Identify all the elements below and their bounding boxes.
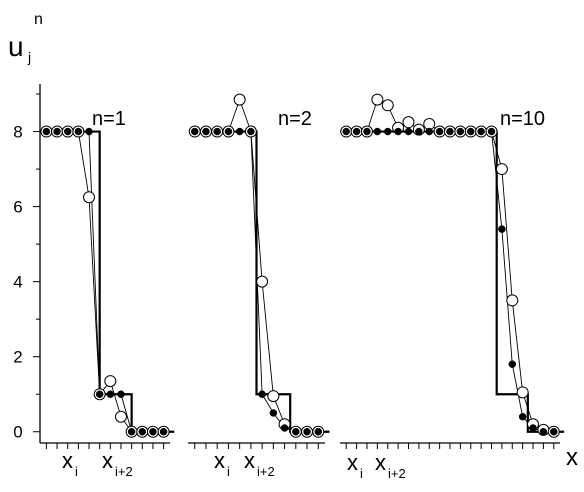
panel-n10: n=10 x i x i+2 x <box>340 93 578 481</box>
y-tick-label: 0 <box>13 423 22 442</box>
filled-circle-point <box>269 409 278 417</box>
filled-circle-point <box>498 225 506 233</box>
open-circle-series-line <box>346 98 554 433</box>
open-circle-point <box>402 116 415 129</box>
filled-circle-point <box>425 127 433 136</box>
x-axis-label: x <box>566 444 578 471</box>
filled-circle-point <box>415 127 423 136</box>
x-label-i-plus-2: x i+2 <box>102 448 133 479</box>
y-tick-label: 6 <box>13 198 22 217</box>
filled-circle-point <box>383 127 392 136</box>
filled-circle-point <box>550 427 558 436</box>
filled-circle-point <box>247 127 255 136</box>
y-axis-label-subscript: j <box>27 49 31 65</box>
panel-label: n=1 <box>92 108 126 130</box>
open-circle-point <box>495 163 508 176</box>
filled-circle-point <box>117 390 125 398</box>
filled-circle-point <box>224 127 233 136</box>
filled-circle-point <box>202 127 210 136</box>
filled-circle-point <box>63 127 72 136</box>
filled-circle-point <box>74 127 83 136</box>
filled-circle-point <box>258 390 266 398</box>
x-label-i-plus-2: x i+2 <box>375 450 406 481</box>
filled-circle-point <box>456 127 465 136</box>
filled-circle-point <box>435 127 444 136</box>
filled-circle-point <box>539 427 548 436</box>
open-circle-series-line <box>46 131 164 433</box>
open-circle-point <box>381 99 394 112</box>
filled-circle-point <box>138 427 147 436</box>
filled-circle-point <box>303 427 311 436</box>
filled-circle-point <box>292 427 300 436</box>
open-circle-point <box>83 191 96 204</box>
filled-circle-point <box>487 127 496 136</box>
y-axis-label-superscript: n <box>34 11 43 28</box>
filled-circle-point <box>106 390 115 398</box>
x-label-i-plus-2: x i+2 <box>244 448 275 479</box>
y-tick-label: 2 <box>13 348 22 367</box>
filled-circle-point <box>394 127 402 136</box>
filled-circle-point <box>467 127 475 136</box>
open-circle-point <box>114 410 127 423</box>
filled-circle-point <box>235 127 244 136</box>
filled-circle-point <box>508 360 517 368</box>
y-tick-label: 4 <box>13 273 22 292</box>
filled-circle-point <box>477 127 485 136</box>
exact-solution-step-line <box>346 130 565 433</box>
open-circle-point <box>233 93 246 106</box>
filled-circle-point <box>127 427 136 436</box>
y-tick-label: 8 <box>13 123 22 142</box>
open-circle-point <box>104 375 117 388</box>
filled-circle-point <box>529 424 537 432</box>
filled-circle-point <box>373 127 382 136</box>
panel-label: n=10 <box>500 108 545 130</box>
open-circle-point <box>267 390 280 403</box>
filled-circle-point <box>352 127 361 136</box>
filled-circle-point <box>85 127 93 136</box>
panel-n2: n=2 x i x i+2 <box>188 93 330 479</box>
filled-circle-point <box>213 127 221 136</box>
filled-circle-series-line <box>46 131 164 433</box>
filled-circle-point <box>149 427 157 436</box>
filled-circle-point <box>53 127 61 136</box>
y-axis-label: u <box>8 31 24 62</box>
filled-circle-point <box>314 427 323 436</box>
open-circle-point <box>516 386 529 399</box>
filled-circle-point <box>95 390 104 398</box>
filled-circle-point <box>342 127 350 136</box>
open-circle-point <box>371 93 384 106</box>
filled-circle-point <box>190 127 199 136</box>
filled-circle-point <box>42 127 51 136</box>
filled-circle-point <box>518 412 527 421</box>
panel-n1: 0 2 4 6 8 un j n=1 x i x i+2 <box>8 11 175 479</box>
filled-circle-point <box>363 127 371 136</box>
open-circle-point <box>256 275 269 288</box>
filled-circle-point <box>404 127 413 136</box>
filled-circle-point <box>159 427 168 436</box>
open-circle-point <box>506 294 519 307</box>
panel-label: n=2 <box>278 108 312 130</box>
filled-circle-point <box>280 424 289 432</box>
filled-circle-point <box>446 127 454 136</box>
